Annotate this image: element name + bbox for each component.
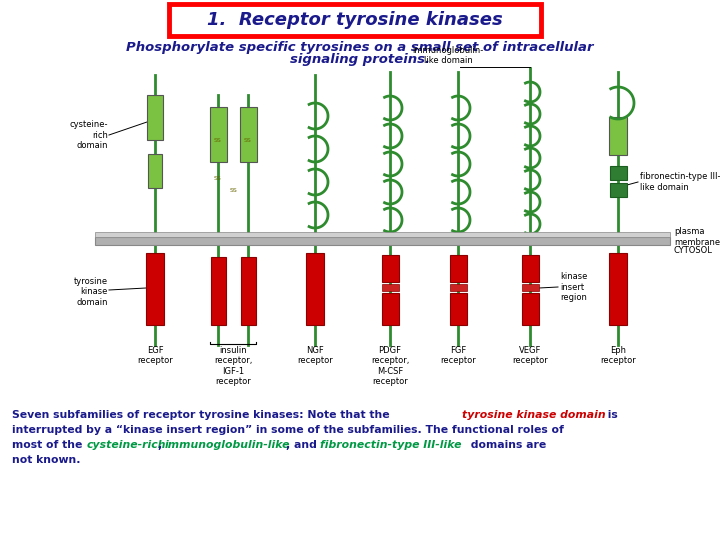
Bar [449,293,467,325]
Text: VEGF
receptor: VEGF receptor [512,346,548,366]
Bar [240,257,256,325]
Text: cysteine-
rich
domain: cysteine- rich domain [70,120,108,150]
Text: SS: SS [214,138,222,143]
Text: not known.: not known. [12,455,81,465]
Text: is: is [604,410,618,420]
Bar [382,293,398,325]
Text: SS: SS [214,176,222,180]
Bar [610,183,626,197]
Text: signaling proteins.: signaling proteins. [290,53,430,66]
Text: ,: , [158,440,166,450]
Text: Eph
receptor: Eph receptor [600,346,636,366]
Bar [449,255,467,282]
Text: insulin
receptor,
IGF-1
receptor: insulin receptor, IGF-1 receptor [214,346,252,386]
Text: Phosphorylate specific tyrosines on a small set of intracellular: Phosphorylate specific tyrosines on a sm… [126,40,594,53]
Text: tyrosine kinase domain: tyrosine kinase domain [462,410,606,420]
Bar [95,237,670,245]
Text: fibronectin-type III-like: fibronectin-type III-like [320,440,462,450]
Text: immunoglobulin-like: immunoglobulin-like [165,440,290,450]
Bar [521,293,539,325]
Text: PDGF
receptor,
M-CSF
receptor: PDGF receptor, M-CSF receptor [371,346,409,386]
Bar [382,255,398,282]
Text: 1.  Receptor tyrosine kinases: 1. Receptor tyrosine kinases [207,11,503,29]
Text: CYTOSOL: CYTOSOL [674,246,713,255]
Text: EGF
receptor: EGF receptor [137,346,173,366]
Bar [146,253,164,325]
Text: FGF
receptor: FGF receptor [440,346,476,366]
Bar [609,117,627,155]
Bar [210,257,225,325]
Text: interrupted by a “kinase insert region” in some of the subfamilies. The function: interrupted by a “kinase insert region” … [12,425,564,435]
Bar [610,166,626,180]
Text: fibronectin-type III-
like domain: fibronectin-type III- like domain [640,172,720,192]
Text: kinase
insert
region: kinase insert region [560,272,588,302]
FancyBboxPatch shape [169,4,541,36]
Bar [240,107,256,162]
Text: most of the: most of the [12,440,86,450]
Text: immunoglobulin-
like domain: immunoglobulin- like domain [413,45,484,65]
Text: cysteine-rich: cysteine-rich [87,440,166,450]
Text: plasma
membrane: plasma membrane [674,227,720,247]
Text: Seven subfamilies of receptor tyrosine kinases: Note that the: Seven subfamilies of receptor tyrosine k… [12,410,393,420]
Bar [449,284,467,291]
Text: SS: SS [244,138,252,143]
Text: SS: SS [229,187,237,192]
Bar [148,154,162,188]
Text: domains are: domains are [467,440,546,450]
Text: tyrosine
kinase
domain: tyrosine kinase domain [74,277,108,307]
Bar [147,95,163,140]
Bar [609,253,627,325]
Bar [306,253,324,325]
Bar [521,255,539,282]
Bar [210,107,227,162]
Text: , and: , and [286,440,320,450]
Bar [382,284,398,291]
Bar [521,284,539,291]
Text: NGF
receptor: NGF receptor [297,346,333,366]
Bar [95,232,670,237]
